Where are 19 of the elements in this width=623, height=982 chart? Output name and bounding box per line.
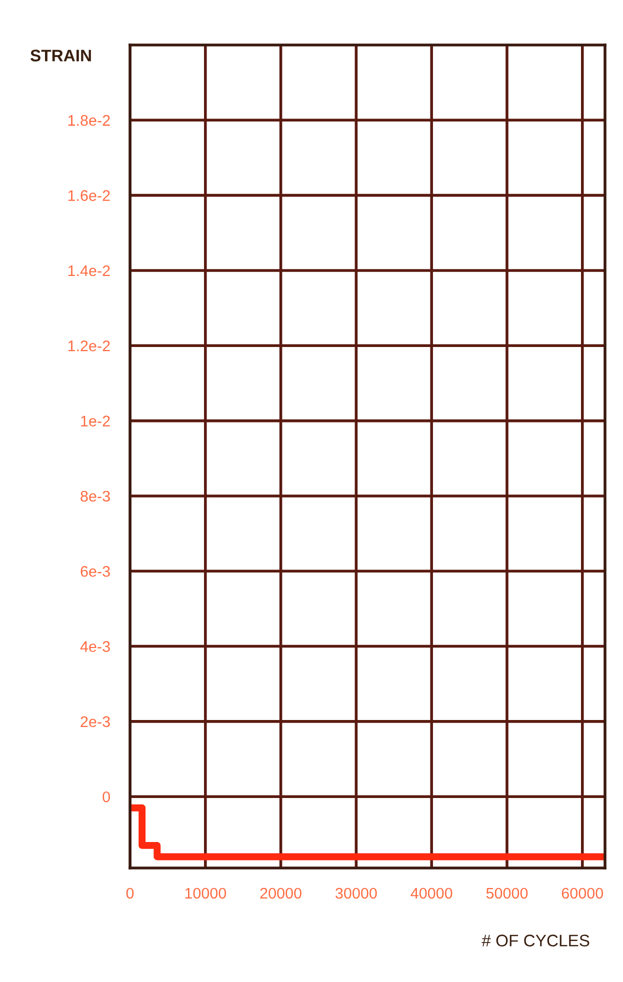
x-tick-label: 60000 xyxy=(562,888,604,899)
x-tick-label: 30000 xyxy=(336,888,377,899)
y-tick-label: 1.6e-2 xyxy=(68,190,110,202)
y-tick-label: 1.2e-2 xyxy=(68,340,110,352)
x-tick-label: 20000 xyxy=(260,888,302,899)
y-tick-label: 1.4e-2 xyxy=(68,265,110,276)
y-tick-label: 1.8e-2 xyxy=(68,115,110,126)
y-tick-label: 0 xyxy=(102,791,110,802)
y-axis-title: STRAIN xyxy=(30,50,91,62)
x-axis-title: # OF CYCLES xyxy=(482,934,590,946)
y-tick-label: 2e-3 xyxy=(80,716,110,728)
y-tick-label: 4e-3 xyxy=(80,641,110,652)
y-tick-label: 8e-3 xyxy=(80,490,110,502)
x-tick-label: 50000 xyxy=(486,888,528,899)
x-tick-label: 0 xyxy=(126,888,134,899)
y-tick-label: 1e-2 xyxy=(81,416,110,426)
y-tick-label: 6e-3 xyxy=(80,566,110,577)
x-tick-label: 40000 xyxy=(410,888,452,899)
x-tick-label: 10000 xyxy=(185,888,226,899)
